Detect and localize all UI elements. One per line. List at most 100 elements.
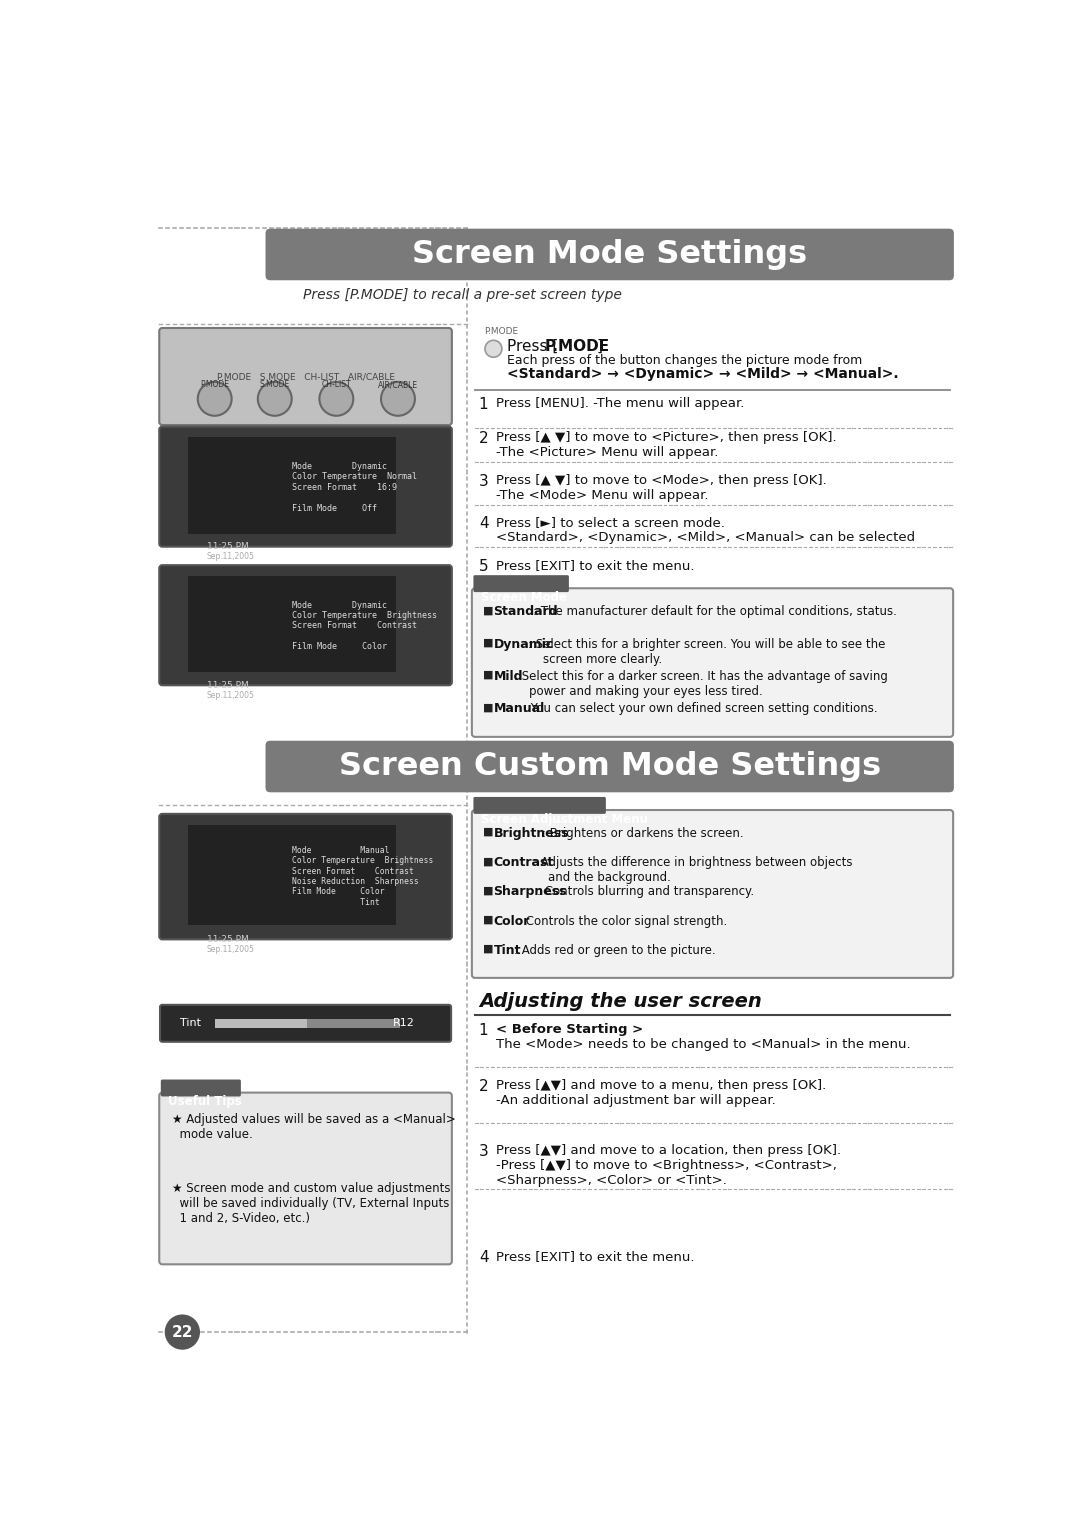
FancyBboxPatch shape	[266, 229, 954, 281]
Text: P.MODE: P.MODE	[200, 380, 229, 389]
Text: : Controls blurring and transparency.: : Controls blurring and transparency.	[537, 886, 754, 898]
FancyBboxPatch shape	[159, 1093, 451, 1264]
Text: Sep.11,2005: Sep.11,2005	[207, 553, 255, 562]
Text: Press [▲▼] and move to a location, then press [OK].
-Press [▲▼] to move to <Brig: Press [▲▼] and move to a location, then …	[496, 1144, 841, 1186]
Text: ■: ■	[483, 944, 494, 954]
Text: Press [: Press [	[508, 339, 558, 354]
Text: Press [▲▼] and move to a menu, then press [OK].
-An additional adjustment bar wi: Press [▲▼] and move to a menu, then pres…	[496, 1078, 826, 1107]
Text: Press [▲ ▼] to move to <Picture>, then press [OK].
-The <Picture> Menu will appe: Press [▲ ▼] to move to <Picture>, then p…	[496, 431, 836, 460]
Text: : Select this for a darker screen. It has the advantage of saving
    power and : : Select this for a darker screen. It ha…	[514, 670, 888, 698]
Text: P.MODE: P.MODE	[544, 339, 609, 354]
Text: Brightness: Brightness	[494, 828, 569, 840]
Text: Sep.11,2005: Sep.11,2005	[207, 690, 255, 699]
Text: S.MODE: S.MODE	[259, 380, 289, 389]
Circle shape	[258, 382, 292, 415]
Text: : Controls the color signal strength.: : Controls the color signal strength.	[518, 915, 728, 928]
Text: Screen Custom Mode Settings: Screen Custom Mode Settings	[339, 751, 881, 782]
Text: 1: 1	[478, 397, 488, 412]
Text: 4: 4	[478, 516, 488, 531]
FancyBboxPatch shape	[159, 426, 451, 547]
Text: Mode        Dynamic
Color Temperature  Brightness
Screen Format    Contrast

Fil: Mode Dynamic Color Temperature Brightnes…	[292, 600, 436, 652]
Text: 2: 2	[478, 1078, 488, 1093]
Text: : Brightens or darkens the screen.: : Brightens or darkens the screen.	[542, 828, 743, 840]
Text: <Standard> → <Dynamic> → <Mild> → <Manual>.: <Standard> → <Dynamic> → <Mild> → <Manua…	[508, 366, 899, 382]
Text: Useful Tips: Useful Tips	[168, 1095, 242, 1109]
Text: Standard: Standard	[494, 605, 558, 618]
Text: P.MODE: P.MODE	[484, 327, 518, 336]
Text: : Adjusts the difference in brightness between objects
    and the background.: : Adjusts the difference in brightness b…	[532, 857, 852, 884]
Text: Mild: Mild	[494, 670, 523, 683]
Text: CH-LIST: CH-LIST	[322, 380, 351, 389]
Text: Sharpness: Sharpness	[494, 886, 567, 898]
FancyBboxPatch shape	[188, 576, 395, 672]
Text: 22: 22	[172, 1324, 193, 1339]
Text: 5: 5	[478, 559, 488, 574]
Text: ■: ■	[483, 605, 494, 615]
Text: Press [MENU]. -The menu will appear.: Press [MENU]. -The menu will appear.	[496, 397, 744, 411]
Text: 4: 4	[478, 1249, 488, 1264]
Text: P.MODE   S.MODE   CH-LIST   AIR/CABLE: P.MODE S.MODE CH-LIST AIR/CABLE	[217, 373, 394, 382]
Text: Press [►] to select a screen mode.
<Standard>, <Dynamic>, <Mild>, <Manual> can b: Press [►] to select a screen mode. <Stan…	[496, 516, 915, 544]
Text: Press [EXIT] to exit the menu.: Press [EXIT] to exit the menu.	[496, 1249, 694, 1263]
Text: Color: Color	[494, 915, 530, 928]
Text: R12: R12	[393, 1019, 415, 1028]
Text: 3: 3	[478, 475, 488, 489]
Text: 3: 3	[478, 1144, 488, 1159]
FancyBboxPatch shape	[472, 588, 954, 738]
FancyBboxPatch shape	[188, 825, 395, 925]
Text: Dynamic: Dynamic	[494, 638, 554, 651]
FancyBboxPatch shape	[473, 576, 569, 592]
Text: Mode        Dynamic
Color Temperature  Normal
Screen Format    16:9

Film Mode  : Mode Dynamic Color Temperature Normal Sc…	[292, 463, 417, 513]
Text: : Select this for a brighter screen. You will be able to see the
    screen more: : Select this for a brighter screen. You…	[528, 638, 886, 666]
FancyBboxPatch shape	[215, 1019, 400, 1028]
Text: Manual: Manual	[494, 702, 544, 715]
FancyBboxPatch shape	[159, 328, 451, 425]
FancyBboxPatch shape	[161, 1080, 241, 1096]
FancyBboxPatch shape	[188, 437, 395, 533]
Text: Press [▲ ▼] to move to <Mode>, then press [OK].
-The <Mode> Menu will appear.: Press [▲ ▼] to move to <Mode>, then pres…	[496, 475, 826, 502]
Text: < Before Starting >: < Before Starting >	[496, 1023, 643, 1035]
Circle shape	[165, 1315, 200, 1348]
Text: Contrast: Contrast	[494, 857, 554, 869]
FancyBboxPatch shape	[473, 797, 606, 814]
Text: ■: ■	[483, 886, 494, 895]
FancyBboxPatch shape	[472, 809, 954, 977]
Text: AIR/CABLE: AIR/CABLE	[378, 380, 418, 389]
Text: The <Mode> needs to be changed to <Manual> in the menu.: The <Mode> needs to be changed to <Manua…	[496, 1038, 910, 1051]
Text: Sep.11,2005: Sep.11,2005	[207, 945, 255, 954]
Text: ■: ■	[483, 638, 494, 647]
Circle shape	[320, 382, 353, 415]
Text: : The manufacturer default for the optimal conditions, status.: : The manufacturer default for the optim…	[532, 605, 896, 618]
Text: 2: 2	[478, 431, 488, 446]
Text: Screen Adjustment Menu: Screen Adjustment Menu	[481, 812, 648, 826]
FancyBboxPatch shape	[215, 1019, 307, 1028]
Circle shape	[198, 382, 231, 415]
Text: ].: ].	[596, 339, 607, 354]
Text: Each press of the button changes the picture mode from: Each press of the button changes the pic…	[508, 354, 863, 366]
Text: ★ Screen mode and custom value adjustments
  will be saved individually (TV, Ext: ★ Screen mode and custom value adjustmen…	[172, 1182, 450, 1225]
FancyBboxPatch shape	[160, 1005, 451, 1041]
Text: Tint: Tint	[180, 1019, 201, 1028]
Text: ■: ■	[483, 828, 494, 837]
FancyBboxPatch shape	[159, 814, 451, 939]
Text: Tint: Tint	[494, 944, 521, 957]
Text: 1: 1	[478, 1023, 488, 1037]
Text: Screen Mode: Screen Mode	[481, 591, 567, 605]
Text: 11:25 PM: 11:25 PM	[207, 935, 248, 944]
Circle shape	[381, 382, 415, 415]
Text: ★ Adjusted values will be saved as a <Manual>
  mode value.: ★ Adjusted values will be saved as a <Ma…	[172, 1113, 456, 1141]
FancyBboxPatch shape	[266, 741, 954, 793]
Text: Mode          Manual
Color Temperature  Brightness
Screen Format    Contrast
Noi: Mode Manual Color Temperature Brightness…	[292, 846, 433, 907]
Text: 11:25 PM: 11:25 PM	[207, 542, 248, 551]
Text: Press [P.MODE] to recall a pre-set screen type: Press [P.MODE] to recall a pre-set scree…	[303, 289, 622, 302]
Text: : Adds red or green to the picture.: : Adds red or green to the picture.	[514, 944, 715, 957]
Text: ■: ■	[483, 857, 494, 866]
Text: : You can select your own defined screen setting conditions.: : You can select your own defined screen…	[523, 702, 878, 715]
FancyBboxPatch shape	[159, 565, 451, 686]
Text: Press [EXIT] to exit the menu.: Press [EXIT] to exit the menu.	[496, 559, 694, 573]
Circle shape	[485, 341, 502, 357]
Text: ■: ■	[483, 670, 494, 680]
Text: Screen Mode Settings: Screen Mode Settings	[413, 238, 807, 270]
Text: 11:25 PM: 11:25 PM	[207, 681, 248, 690]
Text: ■: ■	[483, 915, 494, 925]
